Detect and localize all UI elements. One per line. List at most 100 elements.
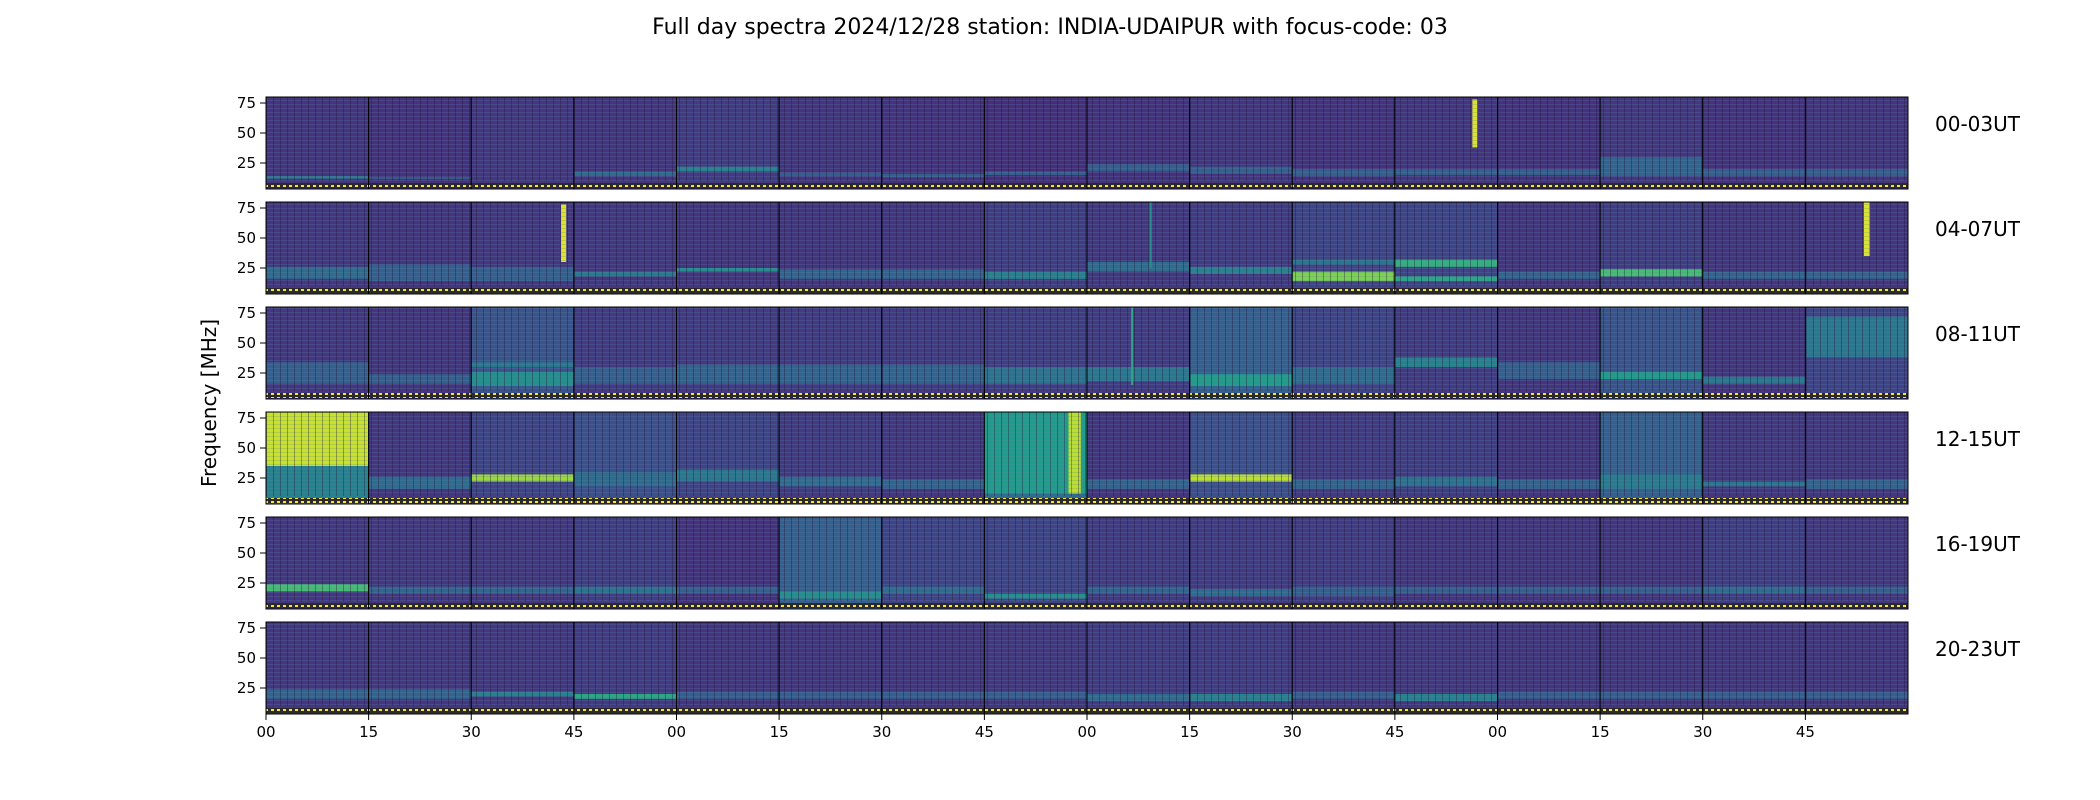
data-gap-strip: [266, 603, 369, 608]
panel-texture-vertical: [1394, 202, 1498, 286]
panel-texture-vertical: [1702, 202, 1806, 286]
panel-texture-vertical: [881, 412, 985, 496]
spectrum-panel: [265, 96, 370, 190]
panel-texture-vertical: [779, 97, 882, 181]
data-gap-strip: [471, 603, 574, 608]
spectrum-panel: [1086, 306, 1191, 400]
data-gap-strip: [1189, 603, 1293, 608]
spectrum-panel: [573, 621, 677, 715]
row-time-label: 12-15UT: [1935, 427, 2021, 451]
chart-title: Full day spectra 2024/12/28 station: IND…: [652, 15, 1448, 40]
y-tick-label: 50: [237, 124, 256, 142]
spectrum-panel: [1086, 411, 1191, 505]
spectrum-panel: [1086, 621, 1191, 715]
panel-texture-vertical: [1189, 412, 1293, 496]
data-gap-strip: [881, 603, 985, 608]
data-gap-strip: [266, 708, 369, 713]
panel-texture-vertical: [1087, 307, 1190, 391]
spectrum-panel: [1702, 516, 1806, 610]
data-gap-strip: [1702, 393, 1806, 398]
panel-texture-vertical: [1600, 622, 1703, 706]
data-gap-strip: [984, 498, 1087, 503]
y-tick-label: 50: [237, 439, 256, 457]
panel-texture-vertical: [1702, 307, 1806, 391]
data-gap-strip: [1497, 288, 1601, 293]
panel-texture-vertical: [1394, 97, 1498, 181]
spectrum-panel: [470, 96, 575, 190]
panel-texture-vertical: [573, 517, 677, 601]
spectrum-panel: [1804, 411, 1909, 505]
panel-texture-vertical: [573, 202, 677, 286]
panel-texture-vertical: [1497, 97, 1601, 181]
x-tick-label: 00: [1488, 723, 1507, 741]
spectrum-panel: [983, 96, 1088, 190]
x-tick-label: 30: [462, 723, 481, 741]
panel-texture-vertical: [881, 202, 985, 286]
panel-texture-vertical: [984, 202, 1087, 286]
panel-texture-vertical: [1805, 517, 1908, 601]
panel-texture-vertical: [984, 97, 1087, 181]
panel-texture-vertical: [779, 412, 882, 496]
spectra-row: 75 50 25 00-03UT: [237, 94, 2021, 190]
data-gap-strip: [266, 288, 369, 293]
spectrum-panel: [573, 306, 677, 400]
data-gap-strip: [676, 183, 780, 188]
row-time-label: 16-19UT: [1935, 532, 2021, 556]
data-gap-strip: [1292, 183, 1395, 188]
spectrum-panel: [1291, 96, 1396, 190]
spectrum-panel: [265, 201, 370, 295]
data-gap-strip: [1702, 603, 1806, 608]
data-gap-strip: [676, 708, 780, 713]
data-gap-strip: [266, 183, 369, 188]
data-gap-strip: [1600, 183, 1703, 188]
panel-texture-vertical: [266, 307, 369, 391]
data-gap-strip: [1292, 288, 1395, 293]
panel-texture-vertical: [1087, 202, 1190, 286]
data-gap-strip: [1805, 708, 1908, 713]
panel-texture-vertical: [1702, 412, 1806, 496]
data-gap-strip: [1189, 498, 1293, 503]
data-gap-strip: [1394, 708, 1498, 713]
data-gap-strip: [881, 393, 985, 398]
panel-frame: [1804, 621, 1909, 715]
data-gap-strip: [1702, 183, 1806, 188]
spectrum-panel: [1599, 411, 1704, 505]
panel-texture-vertical: [1189, 307, 1293, 391]
data-gap-strip: [1805, 288, 1908, 293]
panel-texture-vertical: [471, 307, 574, 391]
spectrum-panel: [368, 201, 472, 295]
row-time-label: 08-11UT: [1935, 322, 2021, 346]
spectrum-panel: [1497, 621, 1601, 715]
panel-texture-vertical: [368, 517, 472, 601]
panel-texture-vertical: [1497, 517, 1601, 601]
spectrum-panel: [1804, 621, 1909, 715]
spectrum-panel: [1497, 411, 1601, 505]
data-gap-strip: [368, 498, 472, 503]
panel-texture-vertical: [573, 307, 677, 391]
panel-texture-vertical: [1189, 622, 1293, 706]
spectrum-panel: [573, 96, 677, 190]
spectrum-panel: [676, 621, 780, 715]
x-tick-label: 45: [1796, 723, 1815, 741]
data-gap-strip: [368, 288, 472, 293]
data-gap-strip: [1702, 288, 1806, 293]
spectrum-panel: [778, 201, 883, 295]
data-gap-strip: [881, 183, 985, 188]
panel-texture-vertical: [984, 412, 1087, 496]
spectrum-panel: [881, 306, 985, 400]
spectrum-panel: [881, 621, 985, 715]
data-gap-strip: [881, 708, 985, 713]
panel-texture-vertical: [1600, 202, 1703, 286]
panel-texture-vertical: [881, 622, 985, 706]
panel-texture-vertical: [1497, 622, 1601, 706]
panel-texture-vertical: [1497, 202, 1601, 286]
panel-texture-vertical: [266, 412, 369, 496]
spectrum-panel: [265, 516, 370, 610]
panel-texture-vertical: [471, 202, 574, 286]
panel-texture-vertical: [1087, 97, 1190, 181]
y-tick-label: 50: [237, 229, 256, 247]
y-tick-label: 25: [237, 469, 256, 487]
y-axis-label: Frequency [MHz]: [197, 319, 221, 487]
panel-texture-vertical: [1394, 517, 1498, 601]
data-gap-strip: [984, 288, 1087, 293]
